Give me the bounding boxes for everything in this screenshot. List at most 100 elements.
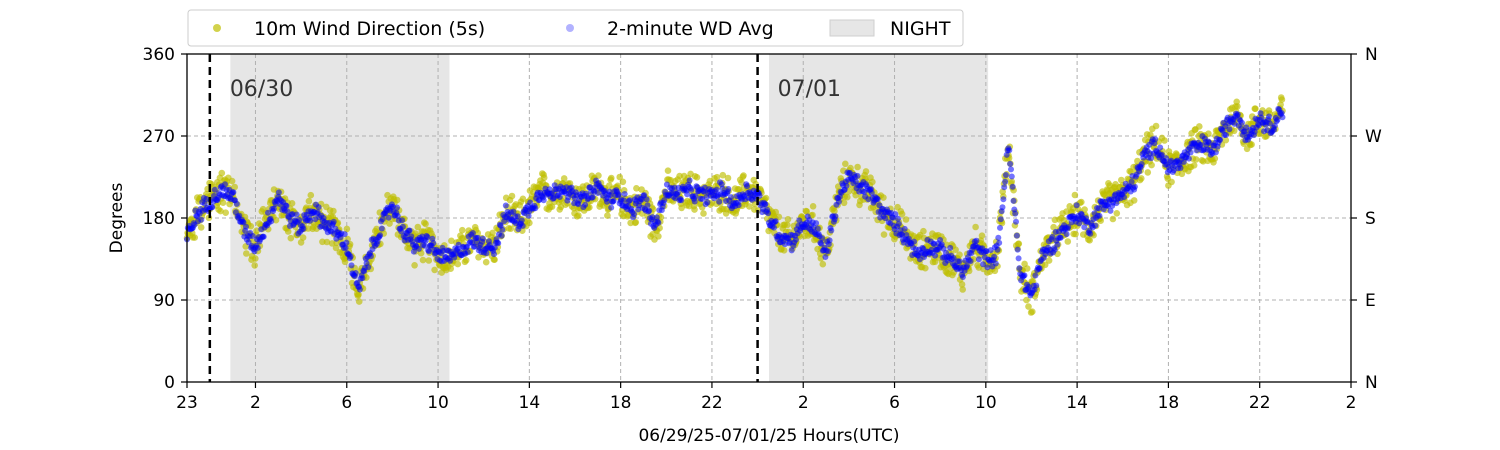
wd-avg-point: [198, 216, 205, 223]
wind-direction-point: [831, 207, 838, 215]
wd-avg-point: [260, 233, 267, 240]
wd-avg-point: [1012, 210, 1019, 217]
wd-avg-point: [399, 223, 406, 230]
wind-direction-point: [1050, 223, 1057, 231]
wd-avg-point: [1163, 155, 1170, 162]
wd-avg-point: [895, 220, 902, 227]
wind-direction-point: [1178, 170, 1186, 178]
wind-direction-point: [1230, 127, 1238, 135]
wd-avg-point: [1107, 207, 1114, 214]
wd-avg-point: [475, 234, 481, 241]
wd-avg-point: [315, 204, 322, 211]
wd-avg-point: [1013, 218, 1019, 225]
wd-avg-point: [514, 213, 521, 220]
wd-avg-point: [1158, 151, 1165, 158]
wd-avg-point: [341, 231, 348, 238]
wind-direction-point: [1113, 210, 1121, 217]
wd-avg-point: [688, 186, 695, 193]
wd-avg-point: [1105, 203, 1111, 209]
wd-avg-point: [359, 275, 366, 282]
wd-avg-point: [895, 215, 901, 222]
wd-avg-point: [874, 196, 881, 203]
wd-avg-point: [1092, 222, 1099, 229]
wd-avg-point: [1128, 178, 1135, 185]
wd-avg-point: [211, 186, 218, 193]
wd-avg-point: [643, 196, 650, 203]
legend-marker-wind-direction: [213, 24, 221, 32]
wd-avg-point: [644, 202, 651, 209]
wd-avg-point: [1258, 114, 1265, 121]
wd-avg-point: [950, 255, 957, 262]
y-tick-label: 360: [143, 45, 175, 65]
wind-direction-point: [958, 281, 966, 288]
wd-avg-point: [608, 204, 615, 211]
wd-avg-point: [735, 202, 742, 209]
wd-avg-point: [892, 211, 899, 218]
wind-direction-point: [448, 237, 455, 245]
wd-avg-point: [1187, 149, 1194, 156]
x-tick-label: 6: [889, 393, 900, 413]
wd-avg-point: [1051, 246, 1058, 253]
wind-direction-point: [1023, 265, 1031, 272]
wd-avg-point: [284, 208, 291, 215]
wd-avg-point: [1274, 116, 1281, 123]
wd-avg-point: [510, 208, 517, 215]
wd-avg-point: [1217, 137, 1224, 143]
wd-avg-point: [1073, 202, 1080, 209]
wd-avg-point: [725, 186, 732, 192]
wd-avg-point: [283, 202, 290, 209]
y2-tick-label: E: [1365, 291, 1376, 311]
wd-avg-point: [1014, 246, 1021, 253]
wind-direction-point: [305, 197, 313, 205]
wind-direction-point: [655, 233, 662, 240]
wind-direction-point: [355, 291, 362, 298]
wd-avg-point: [901, 225, 908, 232]
wind-direction-point: [251, 262, 258, 269]
wd-avg-point: [1223, 132, 1229, 138]
wd-avg-point: [1180, 158, 1187, 165]
wd-avg-point: [408, 233, 415, 240]
wind-direction-point: [898, 210, 906, 218]
wind-direction-point: [604, 212, 611, 219]
wd-avg-point: [1000, 196, 1007, 203]
wind-direction-point: [1161, 137, 1168, 144]
wd-avg-point: [626, 197, 633, 204]
wd-avg-point: [967, 258, 974, 265]
y2-tick-label: S: [1365, 209, 1376, 229]
wind-direction-point: [869, 178, 876, 186]
wd-avg-point: [959, 274, 966, 280]
wd-avg-point: [1138, 161, 1145, 167]
wind-direction-point: [1148, 161, 1155, 169]
wind-direction-point: [425, 257, 433, 264]
wd-avg-point: [1148, 155, 1154, 162]
wd-avg-point: [1002, 172, 1009, 178]
wd-avg-point: [826, 237, 833, 244]
wd-avg-point: [1033, 282, 1040, 289]
wd-avg-point: [995, 234, 1002, 241]
wind-direction-point: [343, 225, 351, 233]
wd-avg-point: [424, 234, 431, 240]
wind-direction-point: [595, 172, 602, 179]
wd-avg-point: [447, 257, 454, 264]
wd-avg-point: [835, 198, 842, 205]
wd-avg-point: [832, 213, 839, 220]
wind-direction-point: [972, 223, 979, 231]
y-axis-title: Degrees: [107, 182, 127, 253]
wind-direction-point: [809, 211, 816, 219]
wd-avg-point: [674, 189, 681, 196]
wind-direction-point: [608, 174, 615, 182]
wd-avg-point: [398, 228, 405, 235]
wind-direction-point: [422, 220, 429, 228]
wind-direction-point: [431, 266, 438, 274]
wd-avg-point: [415, 245, 422, 252]
series-wd-2min-avg: [184, 105, 1286, 299]
x-tick-label: 10: [427, 393, 449, 413]
wind-direction-point: [691, 206, 698, 213]
wd-avg-point: [980, 261, 987, 268]
wd-avg-point: [1057, 234, 1064, 241]
wd-avg-point: [819, 235, 826, 242]
wind-direction-point: [959, 286, 966, 293]
wd-avg-point: [975, 256, 982, 263]
wind-direction-point: [952, 246, 959, 253]
